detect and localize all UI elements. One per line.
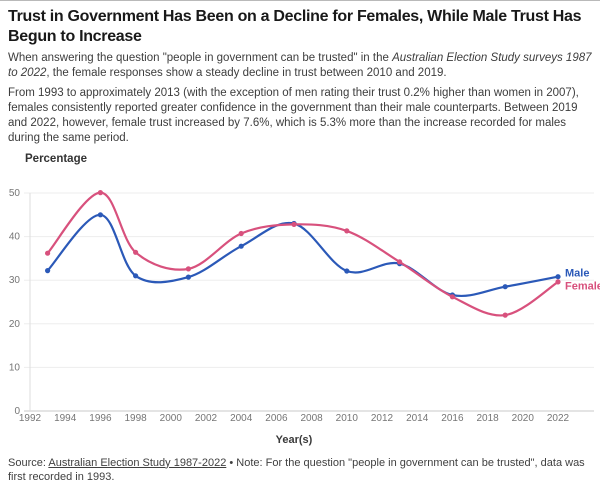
description-text-cont: , the female responses show a steady dec… bbox=[46, 66, 447, 79]
description-text: When answering the question "people in g… bbox=[8, 52, 393, 65]
x-tick-label: 2000 bbox=[160, 413, 183, 424]
x-tick-label: 2002 bbox=[195, 413, 218, 424]
y-tick-label: 40 bbox=[9, 231, 21, 242]
x-tick-label: 2008 bbox=[300, 413, 323, 424]
chart-title: Trust in Government Has Been on a Declin… bbox=[8, 8, 582, 45]
data-point-female-2004 bbox=[238, 230, 244, 236]
source-label: Source: bbox=[8, 456, 49, 469]
data-point-male-2022 bbox=[555, 273, 561, 279]
x-tick-label: 1996 bbox=[89, 413, 112, 424]
data-point-female-2010 bbox=[344, 227, 350, 234]
data-point-female-2019 bbox=[502, 312, 508, 318]
data-point-female-1993 bbox=[45, 250, 51, 256]
y-tick-label: 50 bbox=[9, 188, 21, 199]
x-tick-label: 2016 bbox=[441, 413, 464, 424]
series-label-female: Female bbox=[565, 280, 600, 292]
x-tick-label: 2006 bbox=[265, 413, 288, 424]
source-note: Source: Australian Election Study 1987-2… bbox=[8, 457, 592, 485]
data-point-female-2007 bbox=[291, 221, 297, 227]
source-link[interactable]: Australian Election Study 1987-2022 bbox=[48, 456, 227, 469]
x-tick-label: 1994 bbox=[54, 413, 77, 424]
data-point-male-1993 bbox=[45, 267, 51, 273]
x-axis-title: Year(s) bbox=[276, 434, 313, 446]
data-point-male-2010 bbox=[344, 268, 350, 274]
x-tick-label: 1992 bbox=[19, 413, 42, 424]
chart-svg: 0 10 20 30 40 50 1992 1994 1996 1998 2000 2002 2004 2… bbox=[9, 188, 600, 446]
note-text: • Note: For the question "people in gove… bbox=[8, 456, 585, 483]
x-tick-label: 2022 bbox=[547, 413, 570, 424]
x-tick-label: 2012 bbox=[371, 413, 394, 424]
data-point-female-1998 bbox=[133, 249, 139, 255]
x-tick-label: 2010 bbox=[336, 413, 359, 424]
line-chart: 0 10 20 30 40 50 1992 1994 1996 1998 2000 2002 2004 2… bbox=[0, 167, 600, 453]
chart-description: When answering the question "people in g… bbox=[8, 51, 592, 81]
data-point-female-2016 bbox=[449, 293, 455, 300]
y-tick-label: 10 bbox=[9, 362, 21, 373]
y-tick-label: 20 bbox=[9, 318, 21, 329]
x-tick-label: 2014 bbox=[406, 413, 429, 424]
x-tick-label: 2004 bbox=[230, 413, 253, 424]
data-point-female-2022 bbox=[555, 278, 561, 285]
x-tick-label: 2018 bbox=[476, 413, 499, 424]
x-tick-label: 2020 bbox=[512, 413, 535, 424]
y-tick-label: 0 bbox=[14, 406, 20, 417]
y-axis-title: Percentage bbox=[25, 152, 88, 165]
data-point-female-2001 bbox=[185, 265, 191, 272]
series-label-male: Male bbox=[565, 267, 589, 279]
data-point-female-2013 bbox=[397, 258, 403, 265]
x-tick-label: 1998 bbox=[124, 413, 147, 424]
data-point-male-1998 bbox=[133, 272, 139, 279]
series-line-female bbox=[46, 191, 560, 317]
data-point-male-2001 bbox=[185, 274, 191, 280]
series-line-male bbox=[46, 213, 560, 297]
survey-name-italic: Australian Election Study surveys 1987 t… bbox=[8, 52, 592, 79]
data-point-male-1996 bbox=[97, 211, 103, 218]
data-point-male-2004 bbox=[238, 243, 244, 249]
data-point-female-1996 bbox=[97, 189, 103, 195]
chart-description-2: From 1993 to approximately 2013 (with th… bbox=[8, 86, 579, 144]
data-point-male-2019 bbox=[502, 283, 508, 289]
y-tick-label: 30 bbox=[9, 275, 21, 286]
